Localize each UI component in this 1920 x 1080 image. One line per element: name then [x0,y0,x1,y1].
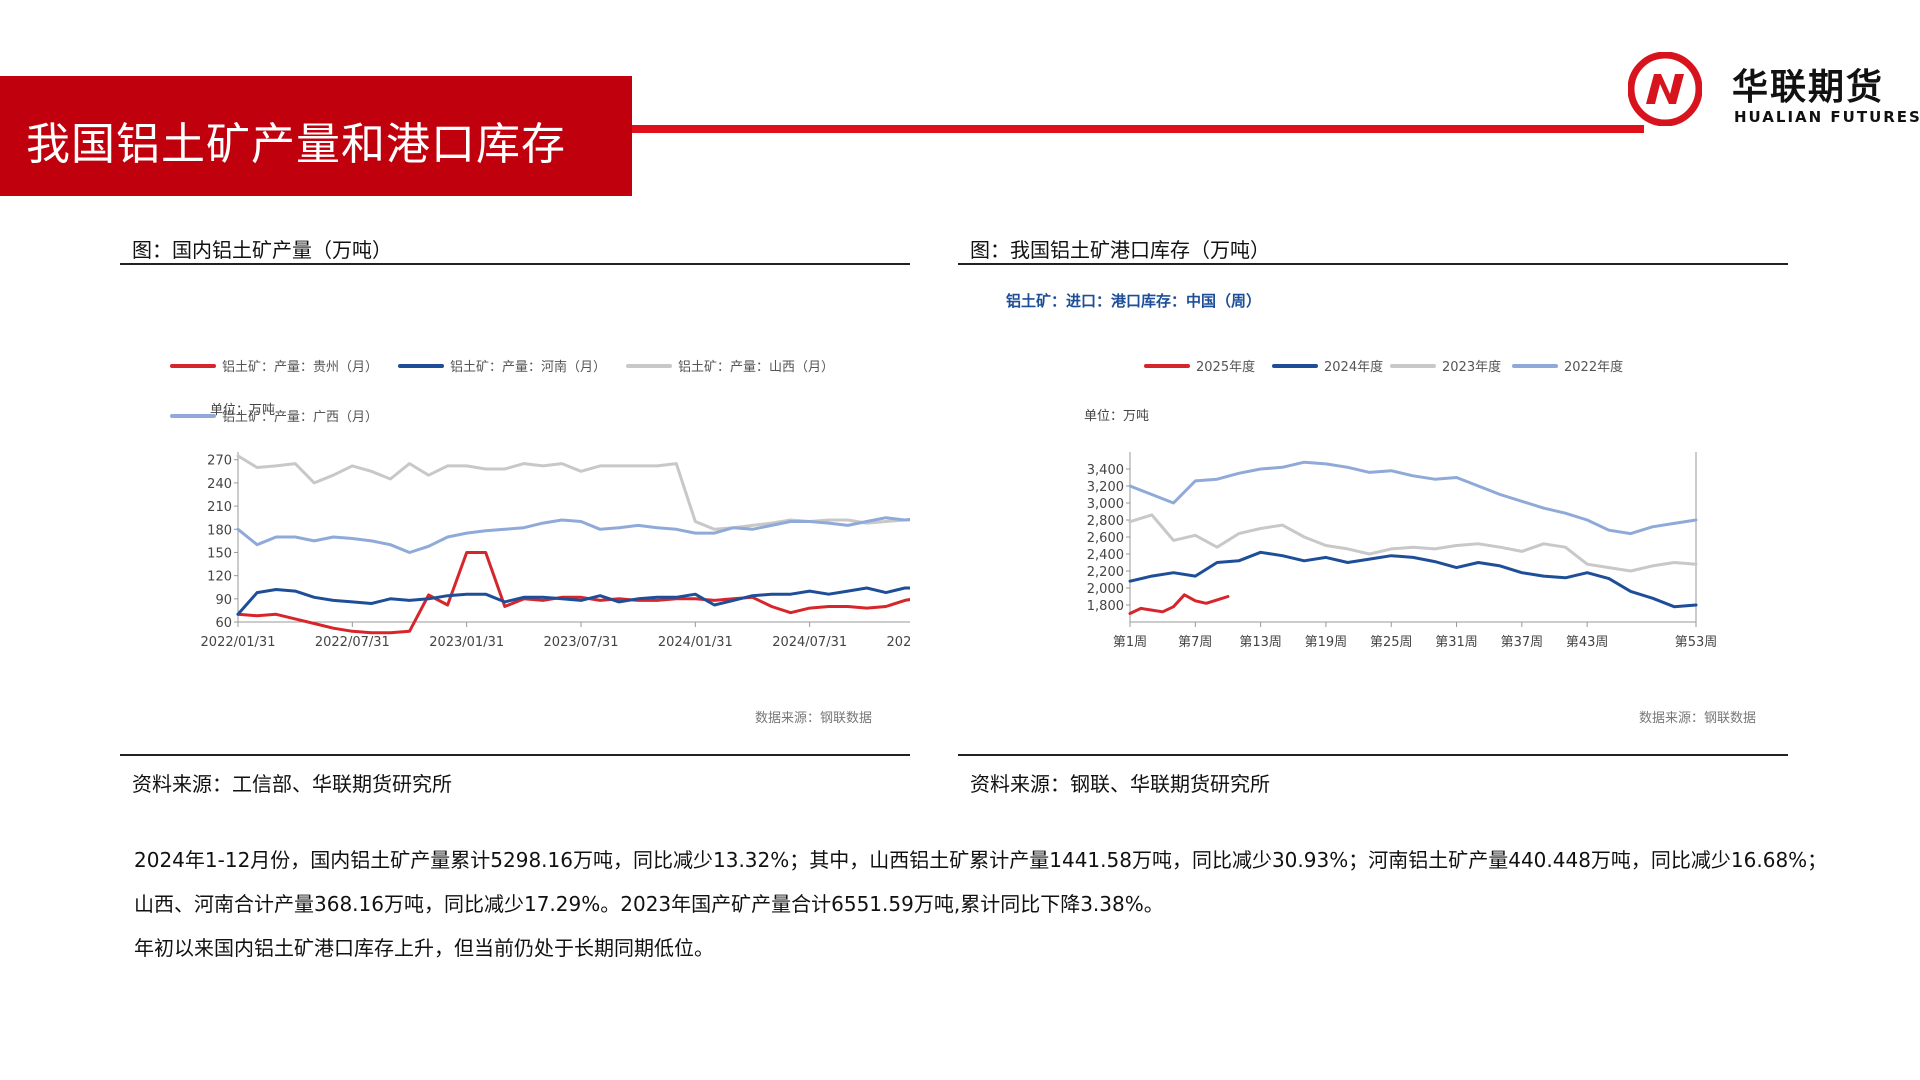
x-tick-label: 2023/01/31 [429,635,504,650]
x-tick-label: 2022/07/31 [315,635,390,650]
x-tick-label: 2023/07/31 [544,635,619,650]
y-tick-label: 3,400 [1087,463,1124,478]
left-chart-caption: 图：国内铝土矿产量（万吨） [132,238,392,262]
x-tick-label: 第37周 [1501,635,1544,650]
port-inventory-chart: 铝土矿：进口：港口库存：中国（周） 2025年度 2024年度 2023年度 2022年… [1006,292,1756,726]
y-tick-label: 60 [215,616,232,631]
legend-label: 2024年度 [1324,359,1383,375]
y-tick-label: 90 [215,593,232,608]
hualian-n-logo-icon [1628,52,1702,126]
x-tick-label: 第13周 [1239,635,1282,650]
y-tick-label: 2,400 [1087,548,1124,563]
y-tick-label: 2,800 [1087,514,1124,529]
source-watermark: 数据来源：钢联数据 [755,711,872,726]
legend-label: 铝土矿：产量：山西（月） [678,360,834,375]
legend-label: 铝土矿：产量：广西（月） [222,410,378,425]
summary-paragraph-1: 2024年1-12月份，国内铝土矿产量累计5298.16万吨，同比减少13.32… [134,848,1828,916]
y-tick-label: 2,600 [1087,531,1124,546]
legend-label: 铝土矿：产量：河南（月） [450,359,606,375]
left-top-rule [120,263,910,265]
x-tick-label: 2024/01/31 [658,635,733,650]
left-bottom-rule [120,754,910,756]
y-tick-label: 210 [207,500,232,515]
x-tick-label: 2022/01/31 [201,635,276,650]
logo-en: HUALIAN FUTURES [1734,108,1920,126]
legend-label: 铝土矿：产量：贵州（月） [222,360,378,375]
right-top-rule [958,263,1788,265]
title-banner [0,76,632,196]
y-tick-label: 1,800 [1087,599,1124,614]
chart-subtitle: 铝土矿：进口：港口库存：中国（周） [1006,292,1261,310]
series-line [1128,593,1230,615]
y-tick-label: 3,200 [1087,480,1124,495]
x-tick-label: 第19周 [1305,635,1348,650]
title-rule [632,125,1644,133]
summary-paragraph-2: 年初以来国内铝土矿港口库存上升，但当前仍处于长期同期低位。 [134,936,714,960]
series-line [1128,460,1698,536]
y-tick-label: 150 [207,546,232,561]
right-chart-source: 资料来源：钢联、华联期货研究所 [970,772,1270,796]
y-tick-label: 120 [207,570,232,585]
x-tick-label: 2024/07/31 [772,635,847,650]
x-tick-label: 第25周 [1370,635,1413,650]
x-tick-label: 第7周 [1178,635,1212,650]
legend-label: 2022年度 [1564,359,1623,375]
source-watermark: 数据来源：钢联数据 [1639,711,1756,726]
y-tick-label: 240 [207,477,232,492]
series-line [236,551,910,635]
y-tick-label: 3,000 [1087,497,1124,512]
legend-label: 2025年度 [1196,359,1255,375]
right-chart-caption: 图：我国铝土矿港口库存（万吨） [970,238,1270,262]
series-line [236,454,910,531]
logo-cn: 华联期货 [1732,67,1885,108]
series-line [236,516,910,554]
y-tick-label: 2,200 [1087,565,1124,580]
series-line [236,586,910,616]
x-tick-label: 第1周 [1113,635,1147,650]
right-bottom-rule [958,754,1788,756]
page-title: 我国铝土矿产量和港口库存 [26,119,566,170]
unit-label: 单位：万吨 [1084,409,1149,424]
legend-label: 2023年度 [1442,359,1501,375]
x-tick-label: 2025/01/31 [887,635,910,650]
x-tick-label: 第53周 [1675,635,1718,650]
y-tick-label: 2,000 [1087,582,1124,597]
series-line [1128,550,1698,609]
y-tick-label: 180 [207,523,232,538]
x-tick-label: 第31周 [1435,635,1478,650]
unit-label: 单位：万吨 [210,403,275,418]
left-chart-source: 资料来源：工信部、华联期货研究所 [132,772,452,796]
x-tick-label: 第43周 [1566,635,1609,650]
production-chart: 铝土矿：产量：贵州（月） 铝土矿：产量：河南（月） 铝土矿：产量：山西（月） 铝土矿：… [170,359,910,726]
series-line [1128,513,1698,573]
y-tick-label: 270 [207,454,232,469]
